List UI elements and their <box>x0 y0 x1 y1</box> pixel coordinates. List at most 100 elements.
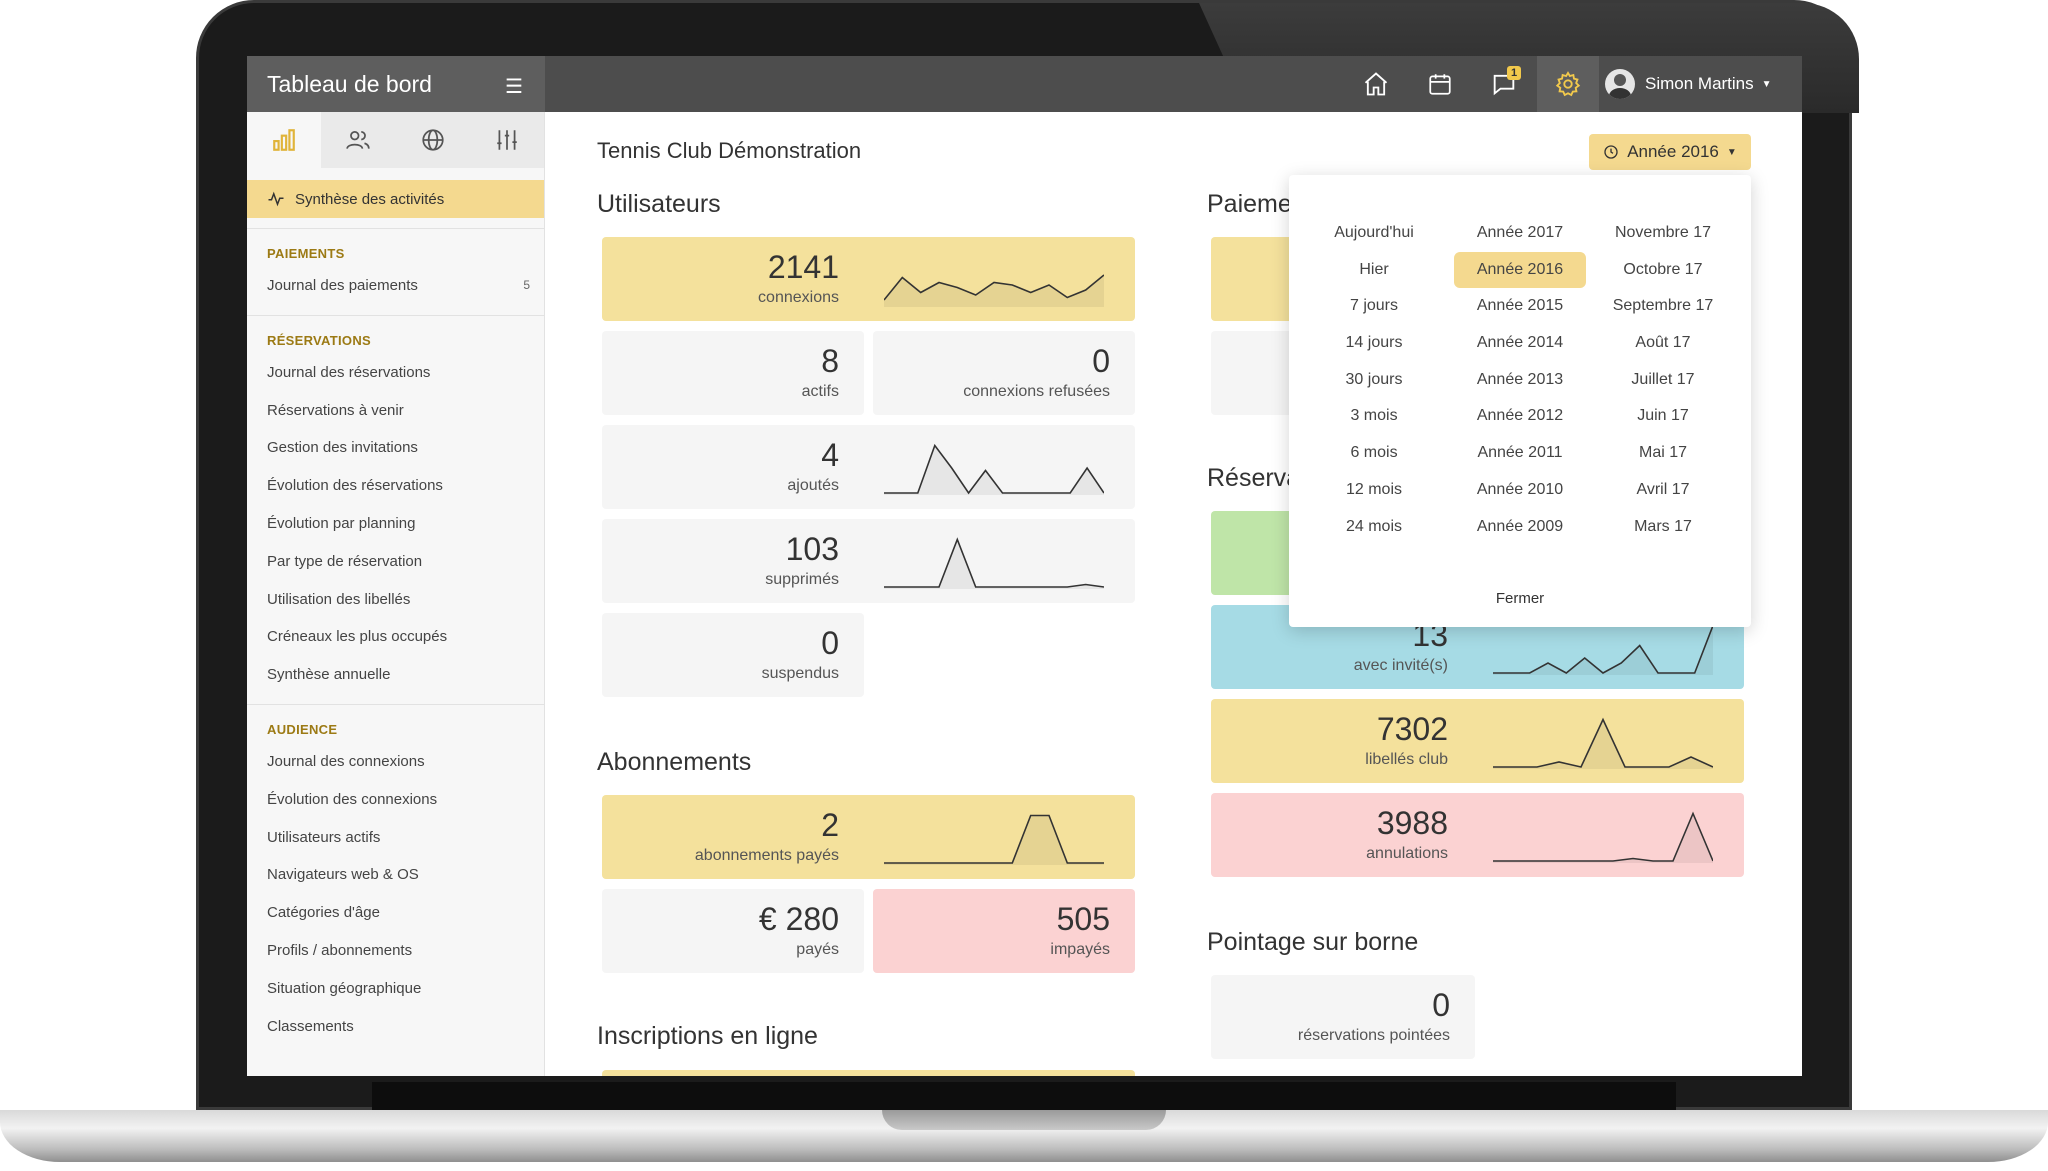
tab-globe[interactable] <box>396 112 470 168</box>
sidebar-section-paiements: PAIEMENTS Journal des paiements 5 <box>247 228 544 305</box>
dropdown-option[interactable]: Année 2014 <box>1476 334 1564 352</box>
sidebar-item-synthese[interactable]: Synthèse des activités <box>247 180 544 218</box>
card-actifs[interactable]: 8 actifs <box>602 331 864 415</box>
sparkline-area <box>884 539 1104 589</box>
sparkline-line <box>1493 625 1713 674</box>
avatar <box>1605 69 1635 99</box>
card-connexions[interactable]: 2141 connexions <box>602 237 1135 321</box>
dropdown-option[interactable]: 7 jours <box>1349 297 1399 315</box>
dropdown-option[interactable]: Mai 17 <box>1638 444 1688 462</box>
section-abonnements: Abonnements <box>597 748 752 776</box>
sidebar-item[interactable]: Synthèse annuelle <box>267 666 391 684</box>
card-libelles[interactable]: 7302 libellés club <box>1211 699 1744 783</box>
year-filter-button[interactable]: Année 2016 ▼ <box>1589 134 1751 170</box>
sliders-icon <box>497 130 517 150</box>
year-filter-label: Année 2016 <box>1627 142 1719 161</box>
dropdown-option[interactable]: 14 jours <box>1345 334 1403 352</box>
sidebar-item[interactable]: Journal des connexions <box>267 752 425 770</box>
sparkline-line <box>884 814 1104 864</box>
dropdown-option[interactable]: Mars 17 <box>1634 517 1692 535</box>
dropdown-option[interactable]: Année 2015 <box>1476 297 1564 315</box>
sidebar-item[interactable]: Utilisation des libellés <box>267 590 411 608</box>
sidebar-item[interactable]: Catégories d'âge <box>267 904 380 922</box>
card-value: 7302 <box>1376 711 1448 747</box>
dropdown-option[interactable]: Avril 17 <box>1636 480 1690 498</box>
dropdown-option[interactable]: Septembre 17 <box>1612 297 1714 315</box>
close-dropdown-button[interactable]: Fermer <box>1495 590 1545 607</box>
dropdown-option[interactable]: 30 jours <box>1345 370 1403 388</box>
sparkline <box>884 537 1104 589</box>
sparkline-area <box>884 275 1104 307</box>
card-payes[interactable]: € 280 payés <box>602 889 864 973</box>
card-label: impayés <box>1050 941 1110 958</box>
dropdown-option[interactable]: Année 2013 <box>1476 370 1564 388</box>
sparkline-area <box>1493 625 1713 675</box>
card-annulations[interactable]: 3988 annulations <box>1211 793 1744 877</box>
sidebar-item[interactable]: Créneaux les plus occupés <box>267 628 448 646</box>
tab-stats[interactable] <box>247 112 322 168</box>
sparkline-line <box>884 274 1104 301</box>
card-suspendus[interactable]: 0 suspendus <box>602 613 864 697</box>
dropdown-option[interactable]: Juillet 17 <box>1631 370 1695 388</box>
laptop-hinge <box>372 1082 1676 1110</box>
home-icon[interactable] <box>1345 56 1407 112</box>
sidebar-item[interactable]: Journal des réservations <box>267 363 431 381</box>
card-supprimes[interactable]: 103 supprimés <box>602 519 1135 603</box>
sidebar-heading: RÉSERVATIONS <box>267 332 372 348</box>
dropdown-option[interactable]: Année 2011 <box>1477 444 1563 462</box>
sidebar-item[interactable]: Utilisateurs actifs <box>267 828 381 846</box>
sidebar-item[interactable]: Situation géographique <box>267 979 422 997</box>
dropdown-option[interactable]: Année 2012 <box>1476 407 1564 425</box>
card-label: suspendus <box>761 665 839 682</box>
card-value: € 280 <box>758 901 839 937</box>
sparkline <box>1493 811 1713 863</box>
card-ajoutes[interactable]: 4 ajoutés <box>602 425 1135 509</box>
laptop-notch <box>882 1110 1166 1130</box>
dropdown-option[interactable]: Année 2010 <box>1476 480 1564 498</box>
dropdown-option[interactable]: 6 mois <box>1350 444 1398 462</box>
card-label: libellés club <box>1365 751 1448 768</box>
dropdown-option[interactable]: Octobre 17 <box>1623 260 1703 278</box>
card-label: payés <box>796 941 839 958</box>
dropdown-option[interactable]: 24 mois <box>1345 517 1403 535</box>
dropdown-option[interactable]: Novembre 17 <box>1614 224 1712 241</box>
sidebar-item[interactable]: Profils / abonnements <box>267 941 413 959</box>
hamburger-icon[interactable]: ☰ <box>505 76 523 98</box>
dropdown-option[interactable]: 12 mois <box>1345 480 1403 498</box>
dropdown-option[interactable]: Année 2017 <box>1476 224 1564 241</box>
sidebar-section-reservations: RÉSERVATIONS Journal des réservations Ré… <box>247 314 544 694</box>
sidebar-item[interactable]: Classements <box>267 1017 354 1035</box>
card-label: connexions <box>758 289 839 306</box>
dropdown-option[interactable]: Année 2009 <box>1476 517 1564 535</box>
gear-icon[interactable] <box>1537 56 1599 112</box>
card-impayes[interactable]: 505 impayés <box>873 889 1135 973</box>
sidebar-item[interactable]: Gestion des invitations <box>267 439 418 457</box>
brand: Tableau de bord ☰ <box>247 56 545 112</box>
dropdown-option[interactable]: Aujourd'hui <box>1334 224 1414 241</box>
dropdown-option-selected[interactable]: Année 2016 <box>1454 251 1586 289</box>
dropdown-option[interactable]: Hier <box>1359 260 1389 278</box>
sidebar-item[interactable]: Navigateurs web & OS <box>267 866 419 884</box>
tab-settings[interactable] <box>470 112 544 168</box>
dropdown-option[interactable]: Août 17 <box>1635 334 1691 352</box>
clock-icon <box>1604 145 1618 159</box>
sidebar-section-audience: AUDIENCE Journal des connexions Évolutio… <box>247 703 544 1045</box>
calendar-icon[interactable] <box>1409 56 1471 112</box>
card-connexions-refusees[interactable]: 0 connexions refusées <box>873 331 1135 415</box>
sparkline-line <box>1493 811 1713 862</box>
sidebar-item[interactable]: Réservations à venir <box>267 401 404 419</box>
sidebar-heading: AUDIENCE <box>267 721 338 737</box>
sidebar-item[interactable]: Journal des paiements 5 <box>247 267 544 305</box>
card-abonnements-payes[interactable]: 2 abonnements payés <box>602 795 1135 879</box>
sidebar-item[interactable]: Évolution par planning <box>267 514 416 532</box>
card-pointees[interactable]: 0 réservations pointées <box>1211 975 1475 1059</box>
tab-users[interactable] <box>321 112 395 168</box>
card-inscriptions[interactable] <box>602 1070 1135 1076</box>
sidebar-item[interactable]: Évolution des réservations <box>267 477 443 495</box>
dropdown-option[interactable]: Juin 17 <box>1637 407 1689 425</box>
dropdown-option[interactable]: 3 mois <box>1350 407 1398 425</box>
sidebar-item[interactable]: Par type de réservation <box>267 552 423 570</box>
sidebar-item[interactable]: Évolution des connexions <box>267 790 438 808</box>
user-menu[interactable]: Simon Martins ▼ <box>1605 56 1772 112</box>
chat-icon[interactable]: 1 <box>1473 56 1535 112</box>
